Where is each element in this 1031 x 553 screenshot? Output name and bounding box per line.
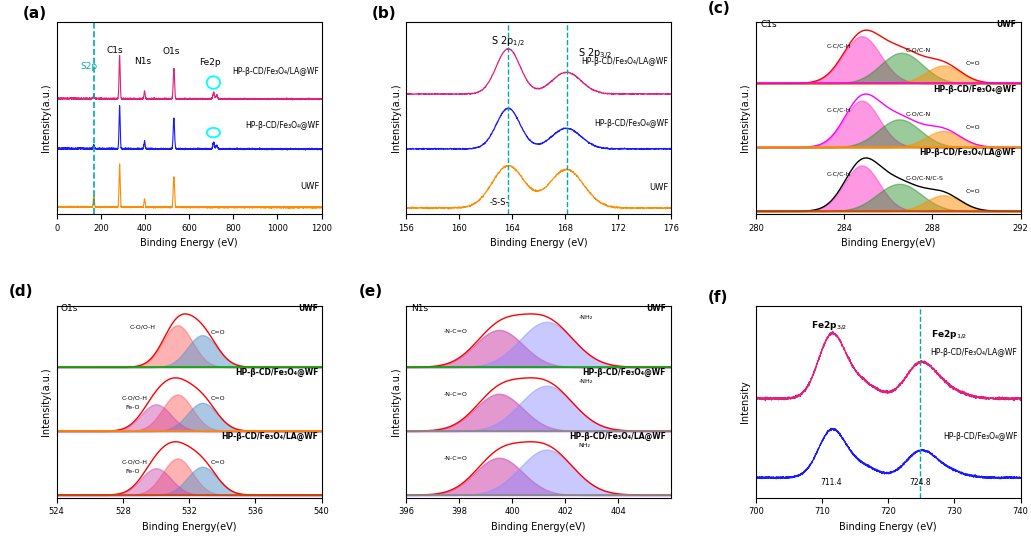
Text: (e): (e) [359,284,383,299]
Text: Fe2p$_{1/2}$: Fe2p$_{1/2}$ [931,328,968,341]
Text: 724.8: 724.8 [909,478,931,487]
Text: HP-β-CD/Fe₃O₄@WF: HP-β-CD/Fe₃O₄@WF [594,119,668,128]
Text: C=O: C=O [210,396,225,401]
X-axis label: Binding Energy(eV): Binding Energy(eV) [492,522,586,532]
Text: -S-S-: -S-S- [490,198,508,207]
Text: HP-β-CD/Fe₃O₄/LA@WF: HP-β-CD/Fe₃O₄/LA@WF [931,348,1018,357]
Y-axis label: Intensity(a.u.): Intensity(a.u.) [41,84,52,152]
Text: C-O/C-N: C-O/C-N [906,48,931,53]
Text: C=O: C=O [965,189,980,194]
Text: N1s: N1s [411,304,429,313]
Text: (d): (d) [9,284,34,299]
Text: (a): (a) [23,6,46,21]
Y-axis label: Intensity(a.u.): Intensity(a.u.) [740,84,751,152]
X-axis label: Binding Energy (eV): Binding Energy (eV) [490,238,588,248]
Text: HP-β-CD/Fe₃O₄/LA@WF: HP-β-CD/Fe₃O₄/LA@WF [222,432,319,441]
Text: N1s: N1s [134,57,152,66]
Text: C-C/C-H: C-C/C-H [827,43,851,48]
Text: Fe2p: Fe2p [199,58,221,67]
Text: UWF: UWF [646,304,666,313]
X-axis label: Binding Energy (eV): Binding Energy (eV) [140,238,238,248]
Text: S 2p$_{3/2}$: S 2p$_{3/2}$ [578,47,612,62]
Text: C-O/O-H: C-O/O-H [122,459,147,464]
Text: HP-β-CD/Fe₃O₄/LA@WF: HP-β-CD/Fe₃O₄/LA@WF [233,67,320,76]
Text: 711.4: 711.4 [821,478,842,487]
Text: C1s: C1s [107,46,124,55]
Y-axis label: Intensity: Intensity [740,380,751,423]
Text: NH₂: NH₂ [578,443,591,448]
Text: (c): (c) [708,1,731,15]
Text: C=O: C=O [210,330,225,335]
Text: C-C/C-H: C-C/C-H [827,171,851,176]
Text: Fe-O: Fe-O [125,468,139,474]
Y-axis label: Intensity(a.u.): Intensity(a.u.) [391,84,401,152]
Text: UWF: UWF [650,182,668,192]
Text: (f): (f) [708,290,729,305]
Text: UWF: UWF [300,182,320,191]
X-axis label: Binding Energy (eV): Binding Energy (eV) [839,522,937,532]
Text: Fe2p$_{3/2}$: Fe2p$_{3/2}$ [810,319,846,332]
Text: HP-β-CD/Fe₃O₄/LA@WF: HP-β-CD/Fe₃O₄/LA@WF [581,57,668,66]
Text: S 2p$_{1/2}$: S 2p$_{1/2}$ [492,35,525,50]
Text: C-O/C-N/C-S: C-O/C-N/C-S [906,175,943,180]
Text: C1s: C1s [760,20,777,29]
Text: HP-β-CD/Fe₃O₄/LA@WF: HP-β-CD/Fe₃O₄/LA@WF [569,432,666,441]
Text: HP-β-CD/Fe₃O₄@WF: HP-β-CD/Fe₃O₄@WF [933,85,1017,93]
Y-axis label: Intensity(a.u.): Intensity(a.u.) [41,368,52,436]
Text: C=O: C=O [965,124,980,129]
Y-axis label: Intensity(a.u.): Intensity(a.u.) [391,368,401,436]
Text: UWF: UWF [996,20,1017,29]
Text: HP-β-CD/Fe₃O₄@WF: HP-β-CD/Fe₃O₄@WF [943,432,1018,441]
Text: O1s: O1s [163,48,180,56]
Text: HP-β-CD/Fe₃O₄@WF: HP-β-CD/Fe₃O₄@WF [583,368,666,377]
Text: UWF: UWF [298,304,319,313]
Text: C-O/O-H: C-O/O-H [130,325,156,330]
Text: C=O: C=O [965,61,980,66]
Text: C-C/C-H: C-C/C-H [827,107,851,112]
X-axis label: Binding Energy(eV): Binding Energy(eV) [841,238,935,248]
Text: -NH₂: -NH₂ [578,379,593,384]
Text: -N-C=O: -N-C=O [443,328,467,333]
Text: C-O/O-H: C-O/O-H [122,395,147,400]
Text: HP-β-CD/Fe₃O₄@WF: HP-β-CD/Fe₃O₄@WF [235,368,319,377]
Text: -N-C=O: -N-C=O [443,393,467,398]
Text: HP-β-CD/Fe₃O₄/LA@WF: HP-β-CD/Fe₃O₄/LA@WF [920,148,1017,158]
Text: S2p: S2p [80,62,98,71]
X-axis label: Binding Energy(eV): Binding Energy(eV) [142,522,236,532]
Text: (b): (b) [372,6,397,21]
Text: C=O: C=O [210,460,225,465]
Text: Fe-O: Fe-O [125,405,139,410]
Text: -N-C=O: -N-C=O [443,456,467,461]
Text: C-O/C-N: C-O/C-N [906,111,931,116]
Text: O1s: O1s [60,304,77,313]
Text: -NH₂: -NH₂ [578,315,593,320]
Text: HP-β-CD/Fe₃O₄@WF: HP-β-CD/Fe₃O₄@WF [244,122,320,131]
